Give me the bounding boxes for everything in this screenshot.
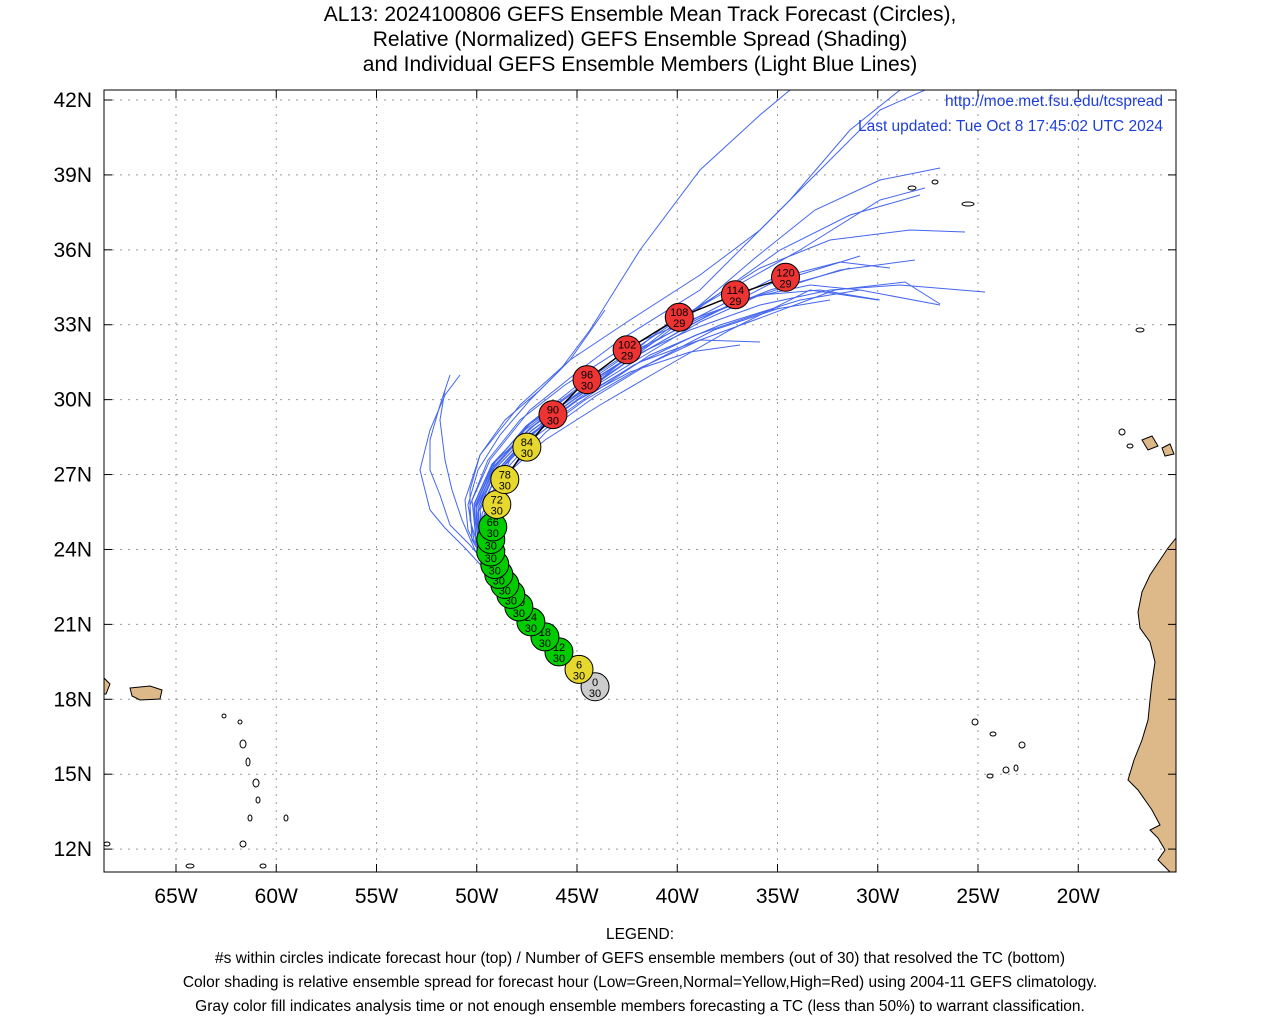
track-circle [612, 335, 642, 365]
forecast-hour-label: 120 [776, 267, 794, 279]
member-count-label: 30 [491, 506, 503, 518]
title-line-1: AL13: 2024100806 GEFS Ensemble Mean Trac… [323, 3, 957, 26]
axis-ticks: 42N 39N 36N 33N 30N 27N 24N 21N 18N 15N 12N 65W 60W 5… [53, 89, 1176, 908]
track-circle [720, 280, 750, 310]
member-count-label: 30 [499, 481, 511, 493]
title-line-2: Relative (Normalized) GEFS Ensemble Spre… [372, 28, 908, 51]
lon-label: 65W [154, 885, 197, 908]
africa-coast [1127, 537, 1176, 872]
member-count-label: 30 [485, 540, 497, 552]
lat-label: 30N [53, 389, 92, 412]
member-count-label: 30 [589, 688, 601, 700]
member-count-label: 30 [581, 381, 593, 393]
member-count-label: 30 [513, 608, 525, 620]
forecast-hour-label: 72 [491, 495, 503, 507]
track-circle [564, 654, 594, 684]
forecast-hour-label: 6 [576, 659, 582, 671]
member-count-label: 30 [539, 638, 551, 650]
lat-label: 21N [53, 613, 92, 636]
forecast-hour-label: 108 [670, 307, 688, 319]
member-count-label: 29 [673, 318, 685, 330]
lon-label: 30W [856, 885, 899, 908]
lon-label: 55W [355, 885, 398, 908]
lat-label: 33N [53, 314, 92, 337]
mean-track: 0306301230183024303030363042304830543060… [476, 262, 801, 702]
lon-label: 40W [656, 885, 699, 908]
lat-label: 24N [53, 538, 92, 561]
track-circle [771, 262, 801, 292]
track-circle [490, 465, 520, 495]
track-circle [512, 432, 542, 462]
track-circle [664, 302, 694, 332]
plot-frame [103, 89, 1177, 873]
member-count-label: 30 [525, 623, 537, 635]
forecast-hour-label: 96 [581, 370, 593, 382]
canary-island-2 [1161, 443, 1175, 457]
member-count-label: 30 [489, 565, 501, 577]
forecast-hour-label: 90 [547, 405, 559, 417]
source-url: http://moe.met.fsu.edu/tcspread [945, 93, 1163, 110]
lon-label: 50W [455, 885, 498, 908]
forecast-hour-label: 114 [727, 285, 745, 297]
member-count-label: 30 [485, 553, 497, 565]
lat-label: 12N [53, 838, 92, 861]
forecast-hour-label: 0 [592, 677, 598, 689]
member-count-label: 30 [487, 528, 499, 540]
member-count-label: 29 [729, 296, 741, 308]
forecast-hour-label: 102 [618, 340, 636, 352]
track-map: 0306301230183024303030363042304830543060… [53, 89, 1177, 908]
land-features [104, 179, 1176, 872]
lon-label: 20W [1057, 885, 1100, 908]
track-circle [572, 365, 602, 395]
member-count-label: 30 [553, 653, 565, 665]
member-count-label: 30 [573, 670, 585, 682]
map-background [104, 90, 1176, 872]
hispaniola-edge [104, 677, 111, 695]
forecast-hour-label: 84 [521, 437, 533, 449]
track-circle [538, 400, 568, 430]
lon-label: 45W [555, 885, 598, 908]
lat-label: 15N [53, 763, 92, 786]
lon-label: 35W [756, 885, 799, 908]
lat-label: 36N [53, 239, 92, 262]
forecast-hour-label: 66 [487, 517, 499, 529]
lat-label: 39N [53, 164, 92, 187]
legend-line-2: Color shading is relative ensemble sprea… [182, 974, 1098, 991]
canary-island-1 [1141, 435, 1159, 451]
forecast-hour-label: 78 [499, 470, 511, 482]
lat-label: 27N [53, 464, 92, 487]
puerto-rico [129, 685, 163, 701]
lat-label: 42N [53, 89, 92, 112]
last-updated: Last updated: Tue Oct 8 17:45:02 UTC 202… [857, 118, 1163, 135]
lon-label: 60W [255, 885, 298, 908]
lon-label: 25W [956, 885, 999, 908]
member-count-label: 29 [779, 278, 791, 290]
small-islands [104, 179, 1145, 869]
track-point: 630 [564, 654, 594, 684]
member-count-label: 30 [521, 448, 533, 460]
legend-line-1: #s within circles indicate forecast hour… [215, 950, 1065, 967]
legend-heading: LEGEND: [605, 926, 675, 943]
lat-label: 18N [53, 688, 92, 711]
legend-line-3: Gray color fill indicates analysis time … [195, 998, 1085, 1015]
member-count-label: 29 [621, 351, 633, 363]
member-count-label: 30 [547, 416, 559, 428]
title-line-3: and Individual GEFS Ensemble Members (Li… [362, 53, 918, 76]
